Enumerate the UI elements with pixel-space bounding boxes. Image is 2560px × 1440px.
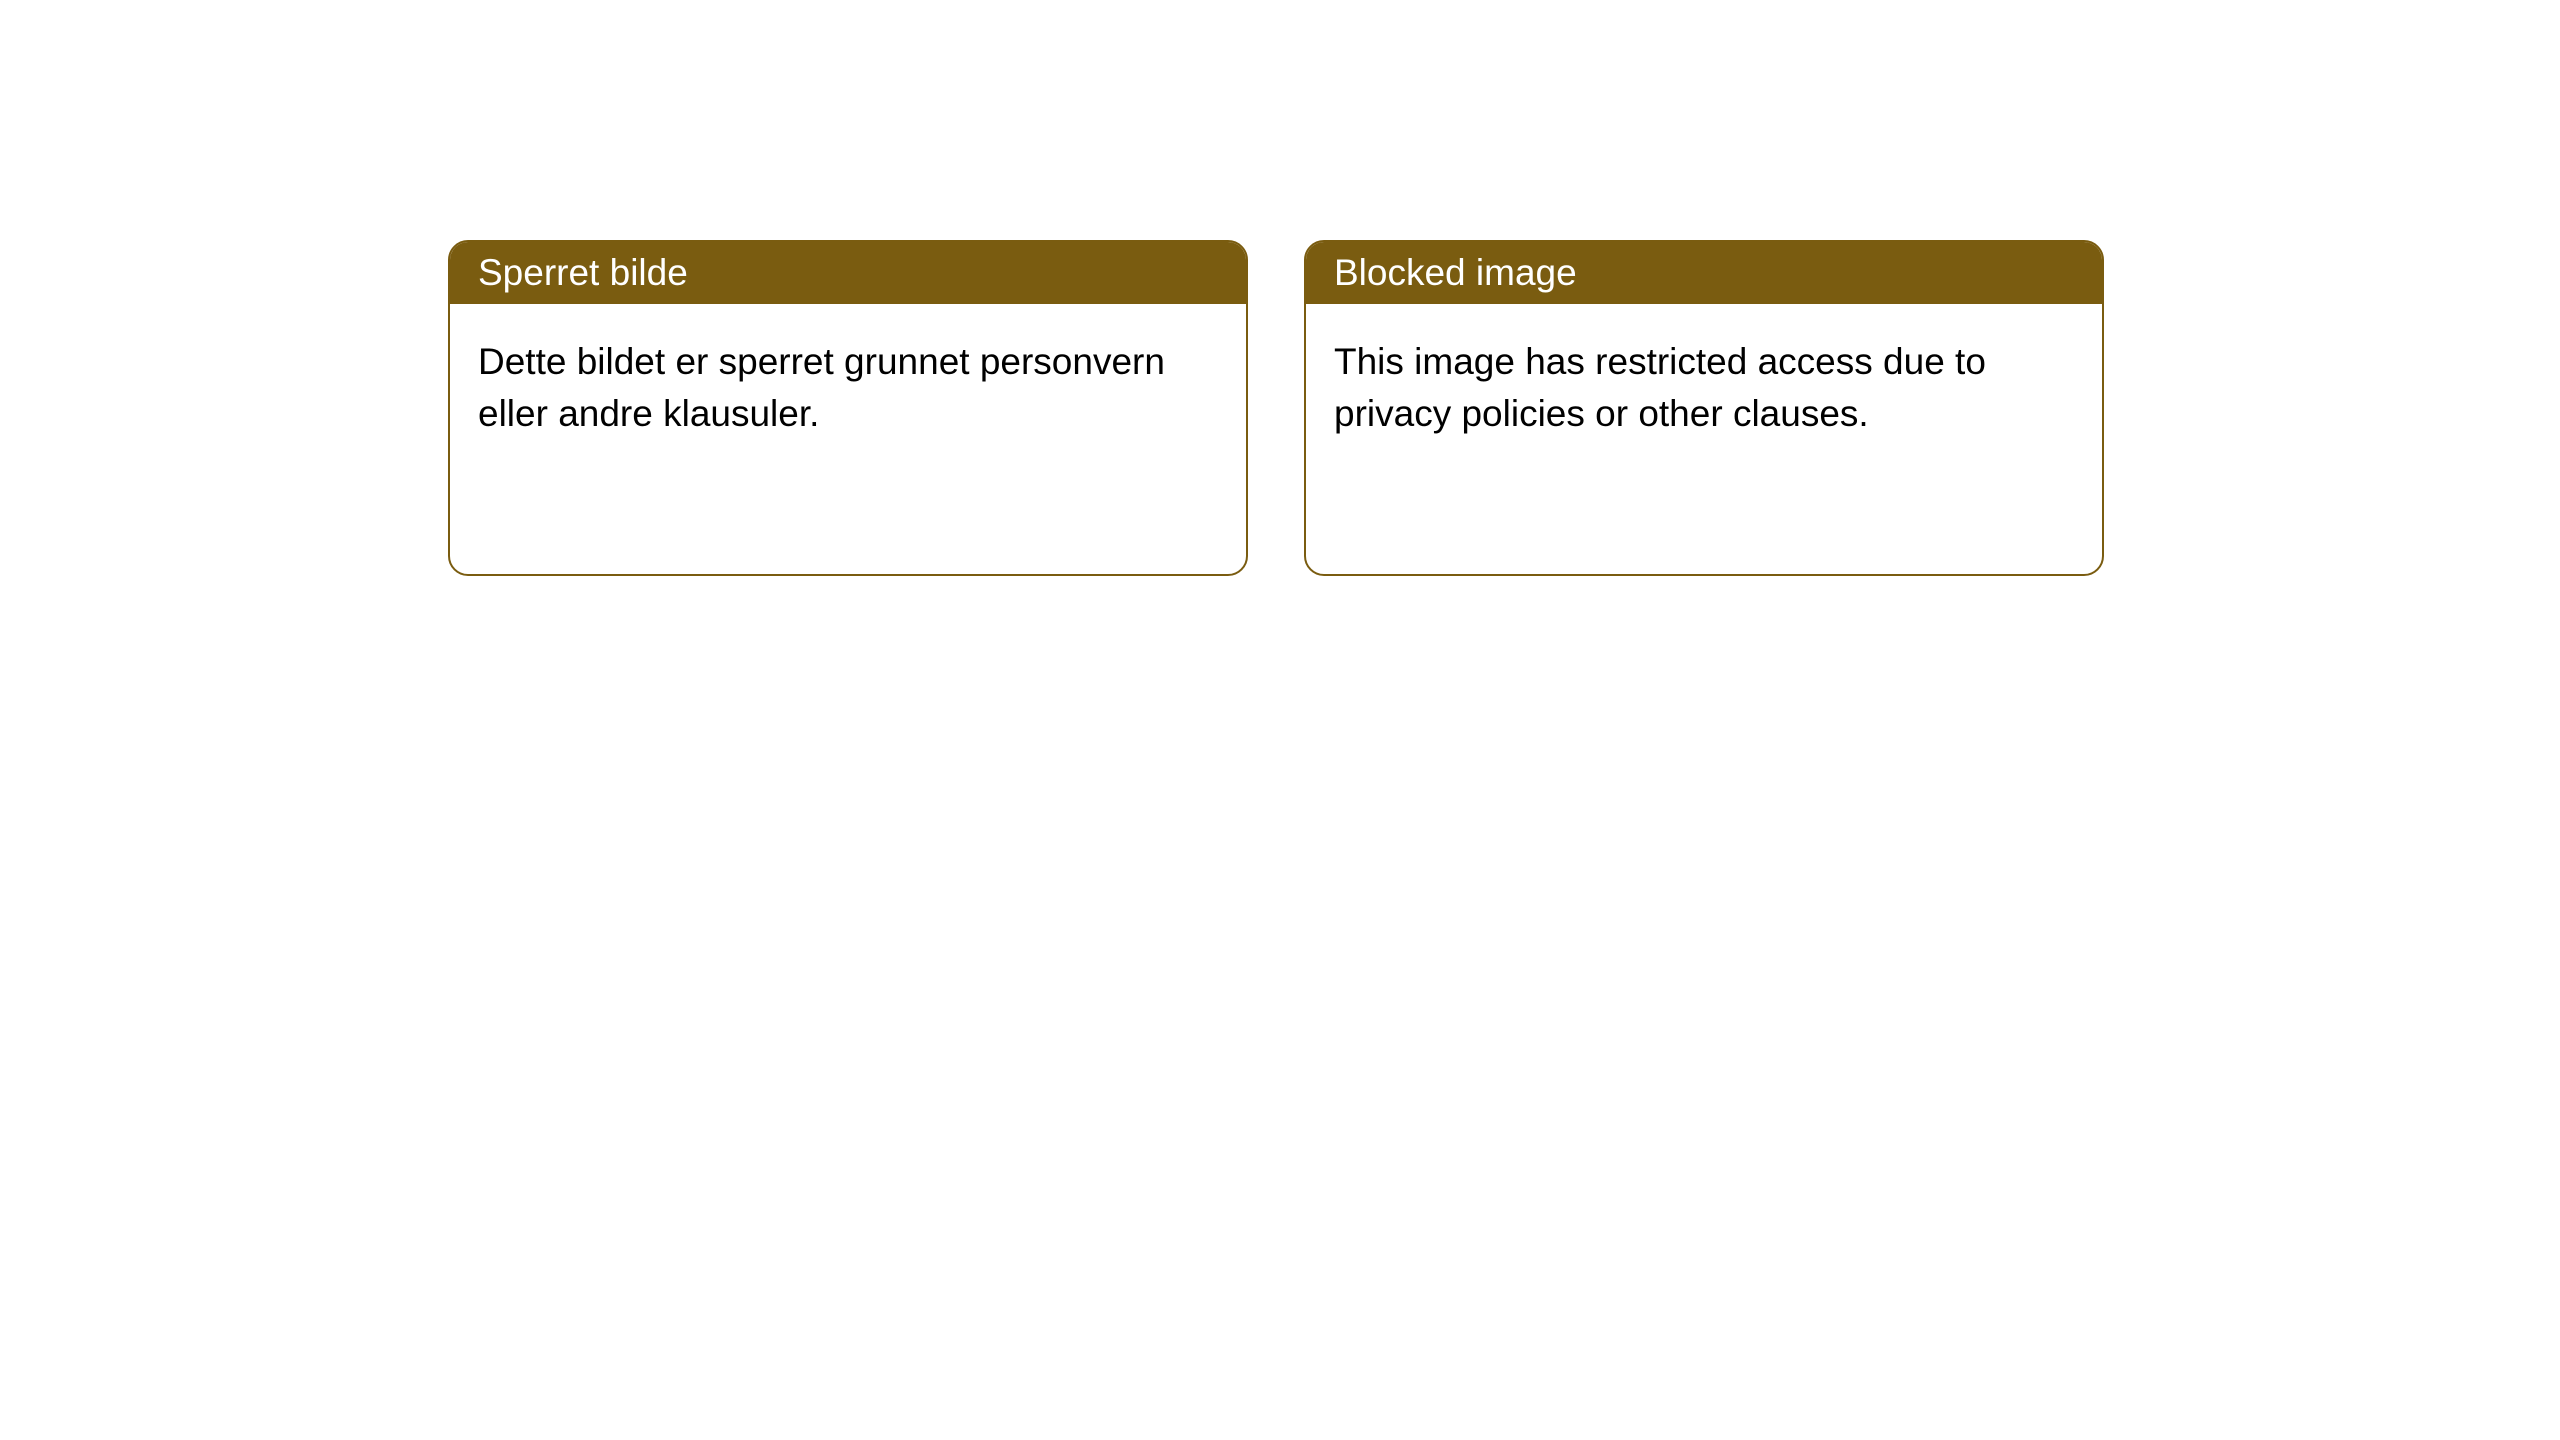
blocked-image-card-en: Blocked image This image has restricted …	[1304, 240, 2104, 576]
card-body-text-no: Dette bildet er sperret grunnet personve…	[478, 341, 1165, 434]
cards-container: Sperret bilde Dette bildet er sperret gr…	[448, 240, 2104, 576]
card-body-en: This image has restricted access due to …	[1306, 304, 2102, 472]
card-body-text-en: This image has restricted access due to …	[1334, 341, 1986, 434]
card-header-en: Blocked image	[1306, 242, 2102, 304]
card-header-text-no: Sperret bilde	[478, 252, 688, 293]
card-body-no: Dette bildet er sperret grunnet personve…	[450, 304, 1246, 472]
blocked-image-card-no: Sperret bilde Dette bildet er sperret gr…	[448, 240, 1248, 576]
card-header-no: Sperret bilde	[450, 242, 1246, 304]
card-header-text-en: Blocked image	[1334, 252, 1577, 293]
